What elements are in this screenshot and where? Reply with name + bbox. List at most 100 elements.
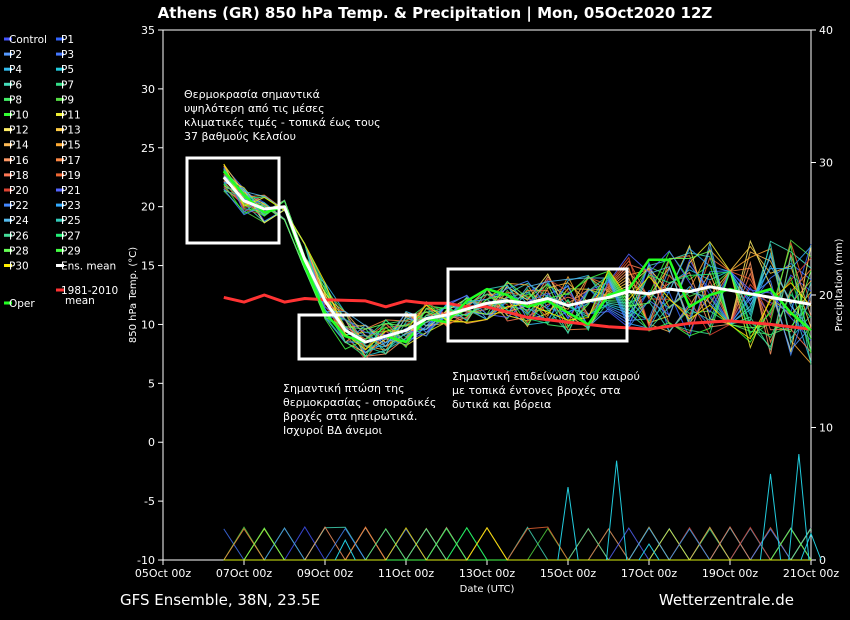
ensemble-mean-line <box>222 176 812 344</box>
member-line <box>223 182 812 356</box>
annotation-box <box>185 156 281 245</box>
legend-label: P29 <box>61 245 81 257</box>
y2-tick-label: 30 <box>819 157 833 170</box>
x-tick-label: 15Oct 00z <box>540 567 597 580</box>
legend-label: P18 <box>9 170 29 182</box>
annotations: Θερμοκρασία σημαντικά υψηλότερη από τις μ… <box>184 88 640 437</box>
legend-label: mean <box>65 295 95 307</box>
y-axis: -10 -5 0 5 10 15 20 25 30 35 <box>137 24 163 567</box>
y-tick-label: 25 <box>141 142 155 155</box>
legend-label: P30 <box>9 261 29 273</box>
ensemble-members <box>223 163 812 561</box>
y-tick-label: 30 <box>141 83 155 96</box>
legend-label: P26 <box>9 230 29 242</box>
y-tick-label: -5 <box>144 495 155 508</box>
y-tick-label: 20 <box>141 201 155 214</box>
annotation-line: με τοπικά έντονες βροχές στα <box>452 384 621 397</box>
legend-label: P1 <box>61 34 74 46</box>
footer-source: GFS Ensemble, 38N, 23.5E <box>120 591 320 609</box>
x-tick-label: 13Oct 00z <box>459 567 516 580</box>
y2-axis: 0 10 20 30 40 <box>811 24 833 567</box>
y-tick-label: 35 <box>141 24 155 37</box>
legend-label: P21 <box>61 185 81 197</box>
x-tick-label: 19Oct 00z <box>702 567 759 580</box>
legend-label: P24 <box>9 215 29 227</box>
precip-spike <box>788 453 810 561</box>
chart-title: Athens (GR) 850 hPa Temp. & Precipitatio… <box>158 4 713 23</box>
legend-label: P8 <box>9 94 22 106</box>
legend-label: P27 <box>61 230 81 242</box>
legend-label: Control <box>9 34 47 46</box>
legend-label: P12 <box>9 125 29 137</box>
legend-label: P10 <box>9 110 29 122</box>
annotation-line: Ισχυροί ΒΔ άνεμοι <box>283 424 383 437</box>
legend-label: 1981-2010 <box>61 285 118 297</box>
legend-label: P16 <box>9 155 29 167</box>
annotation-line: Θερμοκρασία σημαντικά <box>184 88 320 101</box>
member-line <box>223 163 812 351</box>
legend-label: P23 <box>61 200 81 212</box>
legend-label: P15 <box>61 140 81 152</box>
annotation-line: υψηλότερη από τις μέσες <box>184 102 325 115</box>
member-precip-line <box>223 526 811 561</box>
legend-label: Oper <box>9 298 35 310</box>
precip-spike <box>605 460 628 561</box>
member-precip-line <box>223 526 811 561</box>
member-line <box>223 170 812 354</box>
annotation-boxes <box>185 156 629 361</box>
y2-axis-label: Precipitation (mm) <box>834 238 845 331</box>
x-tick-label: 07Oct 00z <box>216 567 273 580</box>
annotation-line: δυτικά και βόρεια <box>452 398 551 411</box>
annotation-line: 37 βαθμούς Κελσίου <box>184 130 296 143</box>
x-tick-label: 21Oct 00z <box>783 567 840 580</box>
precip-spike <box>800 532 822 561</box>
y2-tick-label: 20 <box>819 289 833 302</box>
annotation-line: Σημαντική επιδείνωση του καιρού <box>452 370 640 383</box>
legend-label: P19 <box>61 170 81 182</box>
x-tick-label: 17Oct 00z <box>621 567 678 580</box>
x-tick-label: 11Oct 00z <box>378 567 435 580</box>
y2-tick-label: 40 <box>819 24 833 37</box>
annotation-text: Θερμοκρασία σημαντικά υψηλότερη από τις μ… <box>184 88 381 143</box>
legend-label: P11 <box>61 110 81 122</box>
y-tick-label: 0 <box>148 436 155 449</box>
precip-spike <box>638 543 660 561</box>
legend-label: P5 <box>61 64 74 76</box>
precip-spike <box>557 487 579 561</box>
x-tick-label: 05Oct 00z <box>135 567 192 580</box>
legend-label: P13 <box>61 125 81 137</box>
footer-site: Wetterzentrale.de <box>659 591 794 609</box>
annotation-line: βροχές στα ηπειρωτικά. <box>283 410 417 423</box>
legend-label: P28 <box>9 245 29 257</box>
y-tick-label: 5 <box>148 377 155 390</box>
annotation-line: κλιματικές τιμές - τοπικά έως τους <box>184 116 381 129</box>
y2-tick-label: 0 <box>819 554 826 567</box>
annotation-text: Σημαντική πτώση της θερμοκρασίας - σποραδ… <box>283 382 436 437</box>
legend-label: P3 <box>61 49 74 61</box>
legend-label: P14 <box>9 140 29 152</box>
annotation-box <box>297 313 417 361</box>
annotation-text: Σημαντική επιδείνωση του καιρού με τοπικά… <box>452 370 640 411</box>
legend-label: P9 <box>61 94 74 106</box>
legend-label: P22 <box>9 200 29 212</box>
annotation-line: Σημαντική πτώση της <box>283 382 405 395</box>
y-tick-label: -10 <box>137 554 155 567</box>
legend-label: P2 <box>9 49 22 61</box>
precip-spike <box>759 473 782 561</box>
legend-label: P7 <box>61 79 74 91</box>
precip-spike <box>334 539 356 561</box>
x-axis: 05Oct 00z 07Oct 00z 09Oct 00z 11Oct 00z 13Oc… <box>135 560 840 580</box>
annotation-box <box>446 267 629 343</box>
y-tick-label: 10 <box>141 318 155 331</box>
member-line <box>223 178 812 364</box>
x-tick-label: 09Oct 00z <box>297 567 354 580</box>
x-axis-label: Date (UTC) <box>460 584 515 595</box>
annotation-line: θερμοκρασίας - σποραδικές <box>283 396 436 409</box>
summary-series <box>222 170 822 561</box>
y2-tick-label: 10 <box>819 422 833 435</box>
legend-label: P17 <box>61 155 81 167</box>
y-axis-label: 850 hPa Temp. (°C) <box>128 247 139 343</box>
legend-label: P6 <box>9 79 22 91</box>
legend-label: Ens. mean <box>61 261 116 273</box>
